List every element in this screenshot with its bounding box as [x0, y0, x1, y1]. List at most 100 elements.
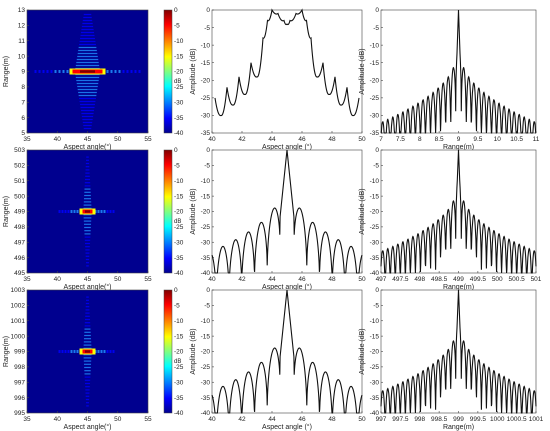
series-line — [380, 9, 537, 134]
heatmap-sidelobe — [81, 28, 94, 31]
x-tick-label: 42 — [238, 416, 246, 423]
heatmap-sidelobe — [84, 370, 91, 372]
x-tick-label: 40 — [208, 136, 216, 143]
heatmap-layer — [58, 296, 115, 407]
colorbar — [163, 289, 173, 414]
x-tick-label: 48 — [328, 416, 336, 423]
heatmap-sidelobe — [83, 207, 92, 209]
x-tick-label: 497 — [376, 276, 387, 283]
heatmap-sidelobe — [84, 230, 91, 232]
heatmap-sidelobe — [83, 341, 92, 343]
x-tick-label: 1001 — [529, 416, 544, 423]
x-tick-label: 48 — [328, 276, 336, 283]
heatmap-sidelobe — [77, 88, 98, 91]
heatmap-sidelobe — [114, 70, 117, 73]
heatmap-sidelobe — [86, 159, 89, 161]
heatmap-sidelobe — [86, 265, 89, 267]
heatmap-sidelobe — [130, 70, 133, 73]
heatmap-sidelobe — [97, 210, 100, 213]
y-tick-label: 0 — [375, 7, 379, 14]
y-tick-label: -5 — [373, 303, 379, 310]
colorbar-tick-label: -20 — [174, 209, 184, 216]
heatmap-sidelobe — [85, 255, 90, 257]
heatmap-sidelobe — [83, 220, 92, 222]
y-axis-label: Amplitude (dB) — [359, 328, 366, 374]
heatmap-sidelobe — [83, 363, 92, 365]
heatmap-sidelobe — [61, 350, 64, 353]
colorbar-tick-label: -30 — [174, 99, 184, 106]
x-tick-label: 1000 — [490, 416, 505, 423]
heatmap-sidelobe — [64, 350, 67, 353]
heatmap-sidelobe — [42, 70, 45, 73]
heatmap-sidelobe — [84, 226, 91, 229]
series-line — [211, 289, 363, 414]
heatmap-sidelobe — [84, 331, 91, 333]
heatmap-sidelobe — [50, 70, 53, 73]
y-tick-label: 501 — [14, 178, 25, 185]
heatmap-sidelobe — [84, 376, 91, 378]
y-tick-label: -10 — [201, 178, 211, 185]
heatmap-sidelobe — [64, 210, 67, 213]
x-tick-label: 10 — [494, 136, 502, 143]
x-tick-label: 44 — [268, 416, 276, 423]
heatmap-sidelobe — [86, 296, 89, 298]
colorbar-tick-label: -10 — [174, 178, 184, 185]
x-tick-label: 999 — [453, 416, 464, 423]
y-tick-label: -15 — [370, 193, 380, 200]
heatmap-sidelobe — [46, 70, 49, 73]
x-tick-label: 40 — [208, 276, 216, 283]
heatmap-sidelobe — [54, 70, 57, 73]
heatmap-sidelobe — [76, 61, 99, 64]
heatmap-sidelobe — [106, 210, 109, 213]
colorbar-tick-label: 0 — [174, 7, 178, 14]
colorbar-tick-label: -35 — [174, 395, 184, 402]
colorbar-tick-label: -35 — [174, 115, 184, 122]
y-tick-label: 998 — [14, 364, 25, 371]
heatmap-peak — [80, 70, 95, 73]
y-tick-label: -30 — [370, 239, 380, 246]
heatmap-sidelobe — [77, 55, 98, 58]
x-tick-label: 9.5 — [473, 136, 482, 143]
y-tick-label: 498 — [14, 224, 25, 231]
x-tick-label: 11 — [533, 136, 540, 143]
heatmap-sidelobe — [85, 382, 90, 385]
heatmap-sidelobe — [82, 118, 93, 121]
heatmap-sidelobe — [84, 325, 91, 327]
colorbar-tick-label: -15 — [174, 333, 184, 340]
heatmap-sidelobe — [80, 109, 95, 112]
colorbar-tick-label: 0 — [174, 287, 178, 294]
y-tick-label: -5 — [204, 25, 210, 32]
series-line — [380, 289, 537, 414]
line-panel-r1-c2: 40 42 44 46 48 50 0 -5 -10 -15 -20 -25 -30 -35 Aspect … — [190, 7, 366, 151]
heatmap-sidelobe — [82, 22, 93, 25]
heatmap-sidelobe — [85, 178, 90, 181]
colorbar-tick-label: -25 — [174, 84, 184, 91]
y-tick-label: -5 — [204, 163, 210, 170]
heatmap-sidelobe — [83, 201, 92, 203]
colorbar-tick-label: -10 — [174, 38, 184, 45]
y-tick-label: -10 — [201, 42, 211, 49]
heatmap-sidelobe — [58, 70, 61, 73]
heatmap-sidelobe — [85, 302, 90, 305]
heatmap-sidelobe — [84, 236, 91, 238]
x-tick-label: 50 — [358, 136, 366, 143]
x-tick-label: 497.5 — [392, 276, 409, 283]
heatmap-sidelobe — [85, 169, 90, 171]
heatmap-sidelobe — [78, 49, 97, 52]
heatmap-sidelobe — [80, 103, 95, 106]
heatmap-sidelobe — [83, 344, 92, 346]
heatmap-sidelobe — [80, 106, 95, 109]
heatmap-sidelobe — [84, 322, 91, 324]
y-tick-label: 1002 — [11, 303, 26, 310]
heatmap-sidelobe — [84, 185, 91, 187]
colorbar-tick-label: -15 — [174, 193, 184, 200]
y-tick-label: 495 — [14, 270, 25, 277]
plot-frame — [211, 9, 363, 134]
y-tick-label: -30 — [370, 379, 380, 386]
x-axis-label: Aspect angle(°) — [64, 143, 112, 151]
colorbar-tick-label: -5 — [174, 163, 180, 170]
x-tick-label: 42 — [238, 276, 246, 283]
y-tick-label: -25 — [370, 364, 380, 371]
heatmap-sidelobe — [84, 188, 91, 190]
heatmap-sidelobe — [67, 210, 70, 213]
